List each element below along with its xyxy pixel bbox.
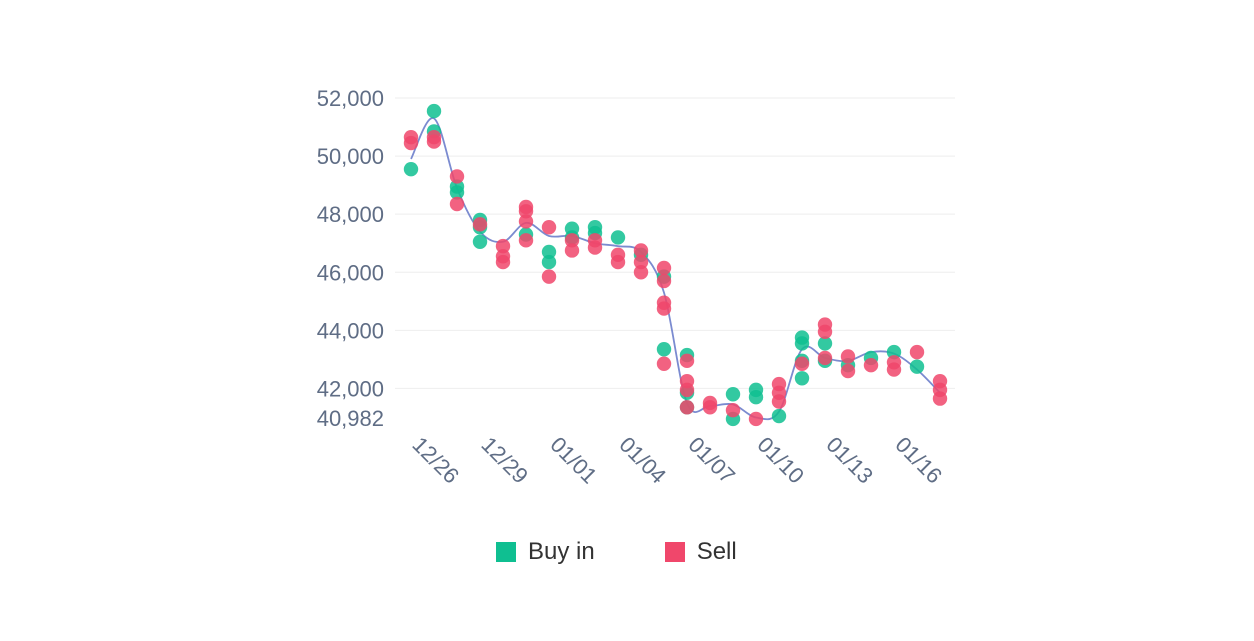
trend-line-path: [410, 117, 941, 421]
buy-in-point[interactable]: [449, 185, 465, 200]
sell-point[interactable]: [472, 217, 488, 232]
x-axis-tick-labels: 12/26 12/29 01/01 01/04 01/07 01/10 01/13 01/16: [407, 432, 947, 489]
sell-point[interactable]: [702, 400, 718, 415]
legend-label-sell: Sell: [696, 538, 737, 565]
sell-point[interactable]: [518, 204, 534, 219]
y-tick-label: 48,000: [317, 202, 384, 227]
buy-in-point[interactable]: [886, 344, 902, 360]
y-tick-label: 50,000: [317, 144, 384, 169]
legend-swatch-buy-in: [496, 542, 516, 562]
buy-in-point[interactable]: [794, 371, 810, 386]
sell-point[interactable]: [633, 243, 649, 258]
y-tick-label: 42,000: [317, 376, 384, 401]
buy-in-point[interactable]: [610, 230, 626, 245]
x-tick-label: 01/10: [752, 432, 809, 489]
sell-point[interactable]: [564, 243, 580, 258]
buy-in-point[interactable]: [817, 336, 833, 351]
sell-point[interactable]: [840, 349, 856, 364]
sell-point[interactable]: [656, 356, 672, 371]
sell-point[interactable]: [633, 254, 649, 270]
x-tick-label: 01/01: [545, 432, 602, 489]
sell-point[interactable]: [840, 363, 856, 379]
sell-point[interactable]: [817, 324, 833, 339]
buy-in-point[interactable]: [748, 389, 764, 405]
trend-line: [410, 117, 941, 421]
sell-point[interactable]: [541, 220, 557, 235]
sell-point[interactable]: [610, 254, 626, 270]
sell-point[interactable]: [679, 400, 695, 415]
sell-point[interactable]: [725, 403, 741, 418]
buy-in-point[interactable]: [426, 103, 442, 119]
y-tick-label: 44,000: [317, 318, 384, 343]
sell-point[interactable]: [495, 254, 511, 270]
legend-swatch-sell: [664, 542, 685, 562]
sell-point[interactable]: [932, 391, 948, 406]
x-tick-label: 01/07: [683, 432, 740, 489]
buy-in-point[interactable]: [771, 408, 787, 424]
y-axis-tick-labels: 52,000 50,000 48,000 46,000 44,000 42,000 40,9…: [317, 86, 384, 431]
y-tick-label: 40,982: [317, 406, 384, 431]
sell-point[interactable]: [564, 233, 580, 248]
x-tick-label: 12/29: [476, 432, 533, 489]
x-tick-label: 01/16: [890, 432, 947, 489]
sell-point[interactable]: [449, 196, 465, 212]
x-tick-label: 12/26: [407, 432, 464, 489]
grid-lines: [395, 97, 955, 389]
sell-point[interactable]: [794, 356, 810, 371]
sell-point[interactable]: [679, 353, 695, 369]
buy-in-point[interactable]: [656, 342, 672, 357]
sell-point[interactable]: [679, 382, 695, 398]
x-tick-label: 01/04: [614, 432, 671, 489]
sell-point[interactable]: [886, 362, 902, 377]
sell-point[interactable]: [518, 233, 534, 248]
buy-in-point[interactable]: [725, 387, 741, 402]
y-tick-label: 46,000: [317, 260, 384, 285]
buy-in-point[interactable]: [541, 254, 557, 270]
buy-in-point[interactable]: [909, 359, 925, 374]
legend-item-sell[interactable]: Sell: [664, 538, 737, 566]
buy-in-point[interactable]: [541, 244, 557, 260]
sell-point[interactable]: [748, 411, 764, 427]
legend: Buy in Sell: [496, 538, 737, 566]
legend-label-buy-in: Buy in: [528, 538, 595, 565]
data-points: [403, 103, 948, 427]
legend-item-buy-in[interactable]: Buy in: [496, 538, 595, 566]
sell-point[interactable]: [426, 134, 442, 149]
sell-point[interactable]: [656, 273, 672, 289]
sell-point[interactable]: [449, 169, 465, 184]
x-tick-label: 01/13: [821, 432, 878, 489]
y-tick-label: 52,000: [317, 86, 384, 111]
sell-point[interactable]: [403, 135, 419, 151]
buy-in-point[interactable]: [472, 234, 488, 249]
sell-point[interactable]: [541, 269, 557, 284]
sell-point[interactable]: [656, 301, 672, 316]
buy-in-point[interactable]: [794, 336, 810, 351]
sell-point[interactable]: [771, 394, 787, 409]
sell-point[interactable]: [587, 240, 603, 255]
sell-point[interactable]: [909, 344, 925, 360]
sell-point[interactable]: [518, 214, 534, 229]
sell-point[interactable]: [633, 265, 649, 280]
sell-point[interactable]: [656, 260, 672, 276]
buy-in-point[interactable]: [403, 161, 419, 177]
sell-point[interactable]: [863, 357, 879, 373]
sell-point[interactable]: [817, 350, 833, 366]
sell-point[interactable]: [495, 238, 511, 254]
